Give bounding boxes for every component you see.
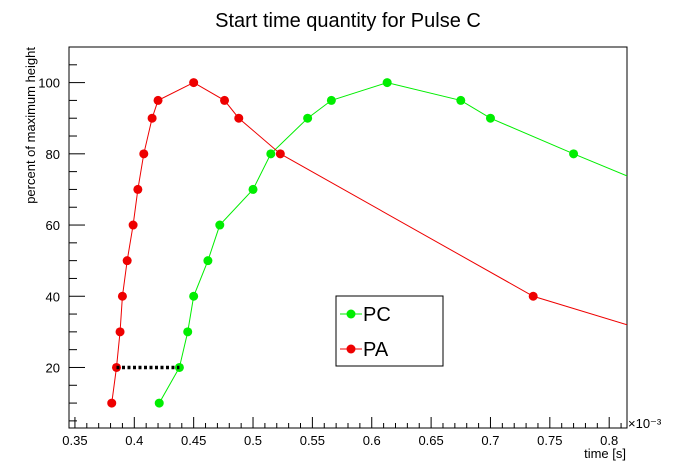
x-tick-label: 0.7 [481,433,499,448]
data-point-pc [183,327,193,337]
x-tick-label: 0.45 [181,433,206,448]
x-tick-label: 0.65 [418,433,443,448]
legend-swatch-marker [346,309,356,319]
data-point-pa [153,95,163,105]
data-point-pc [456,95,466,105]
data-point-pc [266,149,276,159]
x-axis-label: time [s] [584,446,626,461]
data-point-pa [107,398,117,408]
x-tick-label: 0.5 [244,433,262,448]
data-point-pa [234,113,244,123]
x-tick-label: 0.35 [62,433,87,448]
data-point-pa [220,95,230,105]
data-point-pa [189,78,199,88]
data-point-pa [528,291,538,301]
data-point-pa [115,327,125,337]
data-point-pc [382,78,392,88]
data-point-pc [303,113,313,123]
data-point-pa [139,149,149,159]
data-point-pc [485,113,495,123]
y-tick-label: 60 [46,218,60,233]
legend: PC PA [335,295,444,367]
data-point-pa [122,256,132,266]
data-point-pa [117,291,127,301]
data-point-pc [569,149,579,159]
x-tick-label: 0.6 [363,433,381,448]
legend-label-pc: PC [363,304,391,326]
y-tick-label: 80 [46,147,60,162]
data-point-pa [133,184,143,194]
x-tick-label: 0.8 [600,433,618,448]
y-tick-label: 20 [46,360,60,375]
plot-area: 0.35 0.4 0.45 0.5 0.55 0.6 0.65 0.7 0.75 0.8 20 40 6… [38,46,628,448]
legend-swatch-marker [346,344,356,354]
data-point-pc [203,256,213,266]
data-point-pc [326,95,336,105]
legend-box [335,295,444,367]
legend-label-pa: PA [363,339,389,361]
chart-title: Start time quantity for Pulse C [215,10,481,32]
data-point-pa [147,113,157,123]
series-line-pa [111,82,627,404]
x-axis-exponent: ×10⁻³ [628,416,662,431]
y-axis-label: percent of maximum height [23,47,38,204]
x-tick-label: 0.4 [125,433,143,448]
data-point-pa [275,149,285,159]
data-point-pc [248,184,258,194]
data-point-pc [189,291,199,301]
y-tick-label: 100 [38,76,60,91]
data-point-pc [215,220,225,230]
data-point-pc [154,398,164,408]
x-tick-label: 0.75 [537,433,562,448]
plot-frame [68,46,628,429]
x-tick-label: 0.55 [300,433,325,448]
data-point-pa [128,220,138,230]
y-tick-label: 40 [46,289,60,304]
